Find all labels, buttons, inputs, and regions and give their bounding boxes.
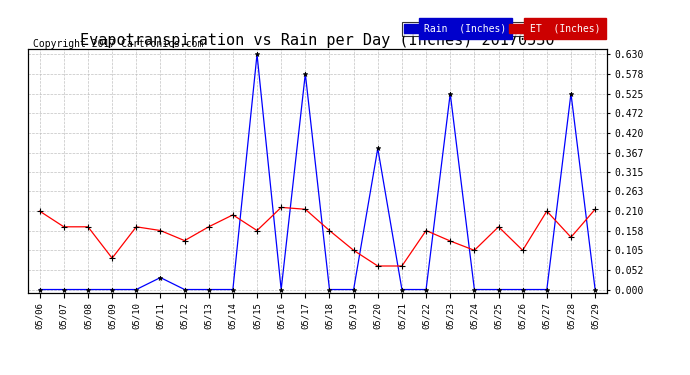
Title: Evapotranspiration vs Rain per Day (Inches) 20170530: Evapotranspiration vs Rain per Day (Inch…	[80, 33, 555, 48]
Legend: Rain  (Inches), ET  (Inches): Rain (Inches), ET (Inches)	[402, 22, 602, 36]
Text: Copyright 2017 Cartronics.com: Copyright 2017 Cartronics.com	[33, 39, 204, 49]
